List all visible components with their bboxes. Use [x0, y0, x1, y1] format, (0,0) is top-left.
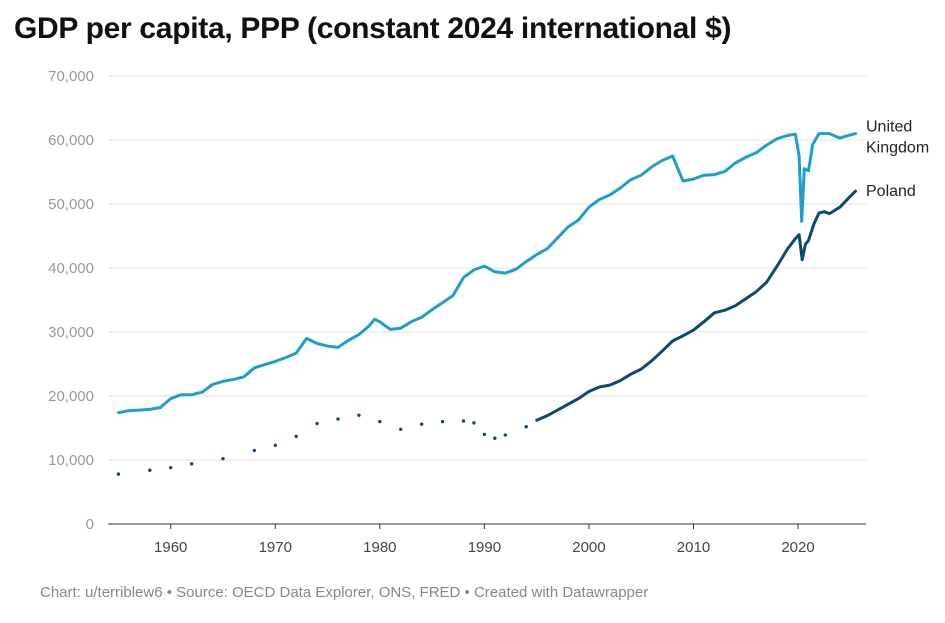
data-point: [378, 419, 382, 424]
data-point: [419, 422, 424, 426]
x-tick-label: 1990: [468, 539, 501, 556]
data-point: [357, 413, 361, 417]
y-tick-label: 10,000: [48, 452, 94, 469]
axes: 0 10,000 20,000 30,000 40,000 50,000 60,000 70,…: [48, 68, 866, 556]
data-point: [482, 432, 487, 437]
data-point: [221, 457, 225, 461]
x-tick-label: 1970: [259, 539, 292, 556]
series-united-kingdom-line: [117, 132, 857, 415]
series-lines: [116, 132, 857, 476]
gridlines: [108, 75, 866, 461]
line-chart: 0 10,000 20,000 30,000 40,000 50,000 60,000 70,…: [48, 68, 929, 556]
x-tick-label: 2010: [677, 539, 710, 556]
series-poland-line: [535, 189, 857, 422]
series-label-united-kingdom: United Kingdom: [866, 119, 929, 157]
data-point: [472, 421, 476, 425]
series-poland-estimate-dotted: [116, 413, 528, 476]
y-tick-label: 70,000: [48, 68, 94, 85]
x-tick-label: 1980: [363, 539, 396, 556]
data-point: [294, 434, 298, 439]
y-tick-label: 40,000: [48, 260, 94, 277]
series-label-line: Kingdom: [866, 140, 929, 157]
chart-source-footer: Chart: u/terriblew6 • Source: OECD Data …: [40, 584, 649, 601]
data-point: [461, 419, 466, 423]
series-label-poland: Poland: [866, 183, 916, 200]
data-point: [252, 448, 257, 453]
x-tick-label: 2000: [572, 539, 605, 556]
chart-title: GDP per capita, PPP (constant 2024 inter…: [14, 12, 732, 45]
y-tick-label: 60,000: [48, 132, 94, 149]
data-point: [116, 472, 121, 476]
data-point: [169, 465, 173, 470]
data-point: [273, 443, 277, 447]
data-point: [399, 427, 403, 431]
series-label-line: United: [866, 119, 912, 136]
data-point: [336, 417, 340, 421]
y-tick-label: 30,000: [48, 324, 94, 341]
data-point: [315, 421, 319, 426]
data-point: [148, 468, 152, 472]
data-point: [440, 419, 445, 424]
x-tick-label: 2020: [781, 539, 814, 556]
data-point: [189, 462, 194, 466]
data-point: [493, 436, 497, 440]
y-tick-label: 0: [86, 516, 94, 533]
series-labels: United Kingdom Poland: [866, 119, 929, 201]
data-point: [503, 433, 507, 437]
data-point: [524, 425, 528, 429]
y-tick-label: 50,000: [48, 196, 94, 213]
x-tick-label: 1960: [154, 539, 187, 556]
y-tick-label: 20,000: [48, 388, 94, 405]
